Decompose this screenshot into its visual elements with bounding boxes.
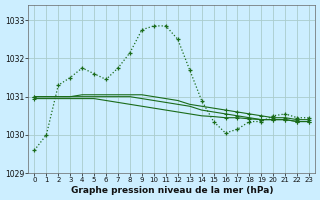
X-axis label: Graphe pression niveau de la mer (hPa): Graphe pression niveau de la mer (hPa)	[70, 186, 273, 195]
